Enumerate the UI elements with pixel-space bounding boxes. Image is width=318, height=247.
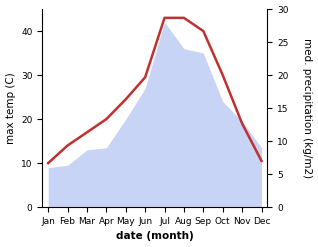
Y-axis label: med. precipitation (kg/m2): med. precipitation (kg/m2) bbox=[302, 38, 313, 178]
Y-axis label: max temp (C): max temp (C) bbox=[5, 72, 16, 144]
X-axis label: date (month): date (month) bbox=[116, 231, 194, 242]
